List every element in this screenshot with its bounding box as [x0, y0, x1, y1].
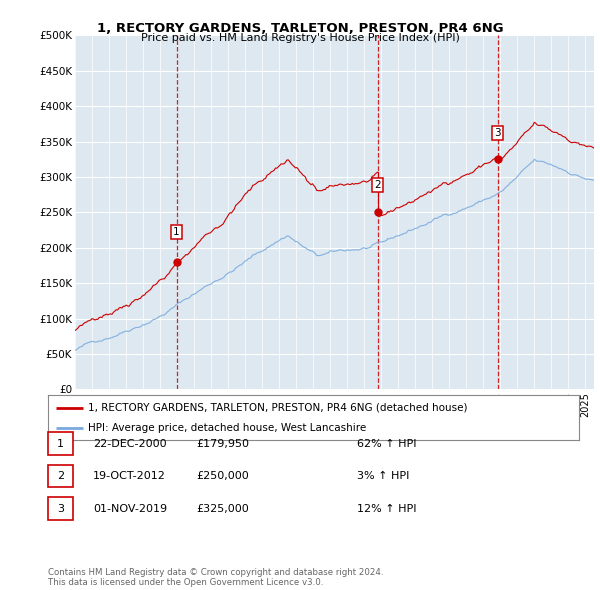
Text: 2: 2	[57, 471, 64, 481]
Text: HPI: Average price, detached house, West Lancashire: HPI: Average price, detached house, West…	[88, 424, 366, 434]
Text: 3: 3	[494, 128, 501, 138]
Text: Contains HM Land Registry data © Crown copyright and database right 2024.
This d: Contains HM Land Registry data © Crown c…	[48, 568, 383, 587]
Text: 22-DEC-2000: 22-DEC-2000	[93, 439, 167, 448]
Text: 3: 3	[57, 504, 64, 513]
Text: 1: 1	[57, 439, 64, 448]
Text: 19-OCT-2012: 19-OCT-2012	[93, 471, 166, 481]
Text: 12% ↑ HPI: 12% ↑ HPI	[357, 504, 416, 513]
Text: £325,000: £325,000	[196, 504, 249, 513]
Text: 1, RECTORY GARDENS, TARLETON, PRESTON, PR4 6NG (detached house): 1, RECTORY GARDENS, TARLETON, PRESTON, P…	[88, 403, 467, 412]
Text: 3% ↑ HPI: 3% ↑ HPI	[357, 471, 409, 481]
Text: 1, RECTORY GARDENS, TARLETON, PRESTON, PR4 6NG: 1, RECTORY GARDENS, TARLETON, PRESTON, P…	[97, 22, 503, 35]
Text: £250,000: £250,000	[196, 471, 249, 481]
Text: 62% ↑ HPI: 62% ↑ HPI	[357, 439, 416, 448]
Text: £179,950: £179,950	[196, 439, 249, 448]
Text: Price paid vs. HM Land Registry's House Price Index (HPI): Price paid vs. HM Land Registry's House …	[140, 33, 460, 43]
Text: 01-NOV-2019: 01-NOV-2019	[93, 504, 167, 513]
Text: 1: 1	[173, 227, 180, 237]
Text: 2: 2	[374, 180, 381, 190]
